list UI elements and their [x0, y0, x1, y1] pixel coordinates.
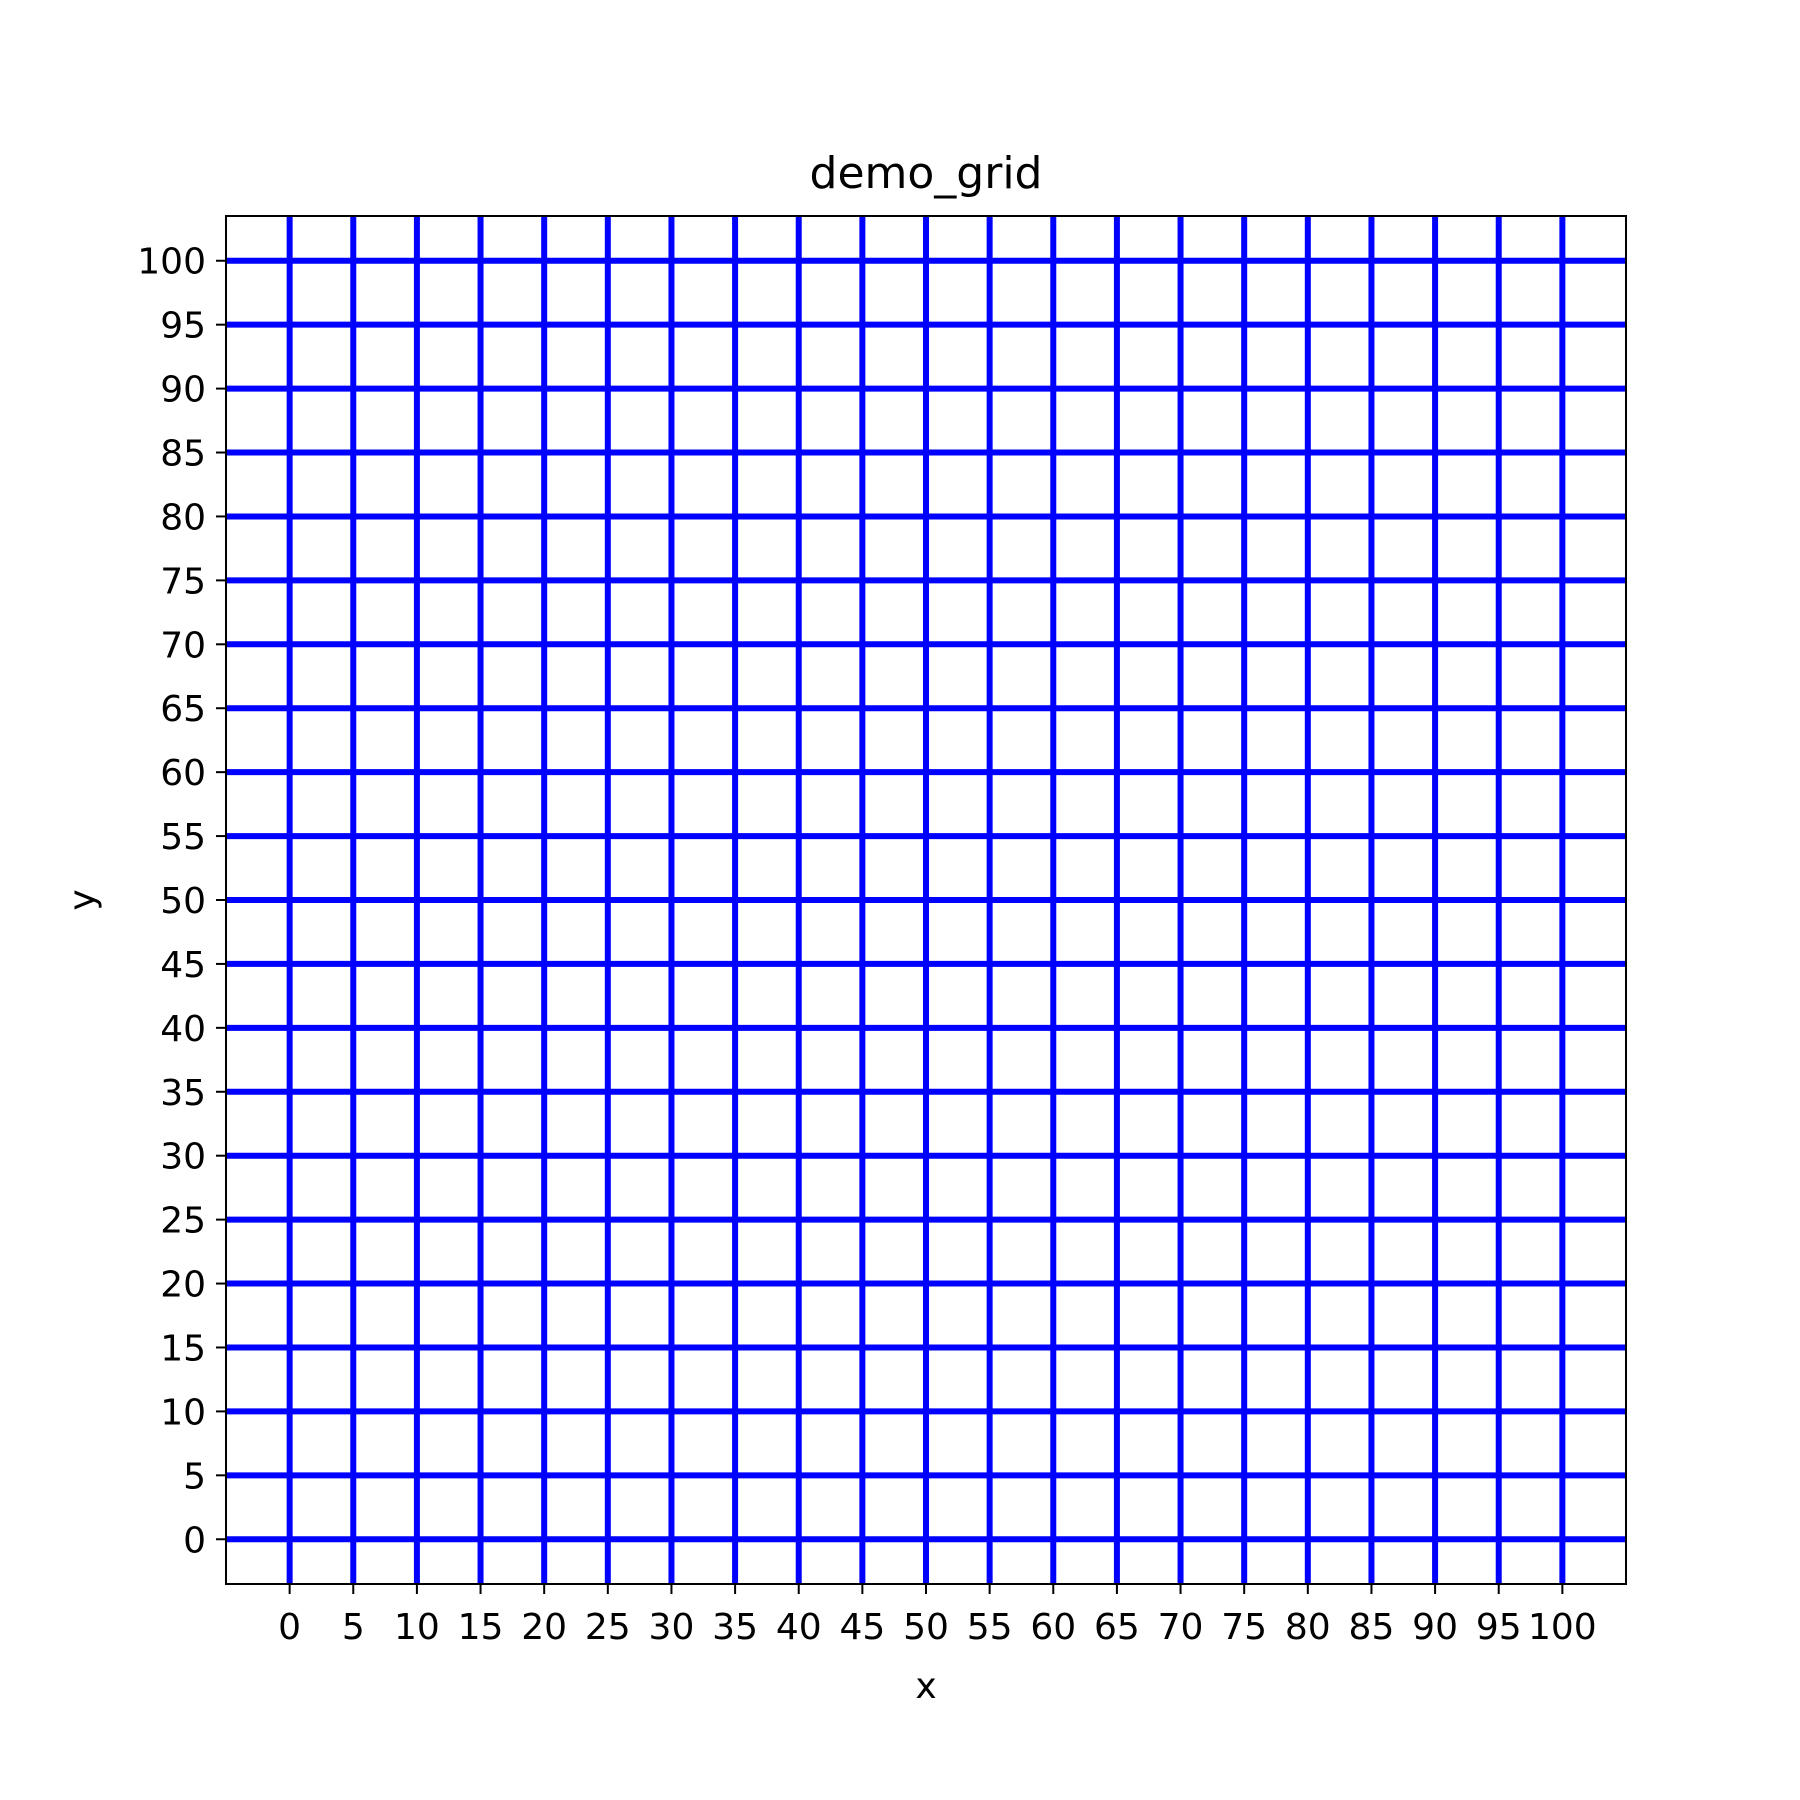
y-tick-label: 35 — [160, 1073, 206, 1114]
x-tick-label: 45 — [839, 1607, 885, 1648]
y-tick-label: 80 — [160, 497, 206, 538]
y-tick-label: 45 — [160, 945, 206, 986]
x-tick-label: 30 — [649, 1607, 695, 1648]
x-tick-label: 85 — [1349, 1607, 1395, 1648]
x-tick-label: 50 — [903, 1607, 949, 1648]
y-axis: 0 5 10 15 20 25 30 35 40 45 50 55 60 65 70 75 80 85 90 95 10… — [137, 242, 226, 1561]
y-tick-label: 100 — [137, 242, 206, 283]
y-tick-label: 5 — [183, 1456, 206, 1497]
x-tick-label: 80 — [1285, 1607, 1331, 1648]
y-tick-label: 75 — [160, 561, 206, 602]
y-tick-label: 20 — [160, 1265, 206, 1306]
y-tick-label: 0 — [183, 1520, 206, 1561]
y-tick-label: 15 — [160, 1328, 206, 1369]
x-tick-label: 25 — [585, 1607, 631, 1648]
x-tick-label: 10 — [394, 1607, 440, 1648]
x-tick-label: 60 — [1030, 1607, 1076, 1648]
x-tick-label: 35 — [712, 1607, 758, 1648]
y-tick-label: 40 — [160, 1009, 206, 1050]
x-tick-label: 5 — [342, 1607, 365, 1648]
y-tick-label: 95 — [160, 306, 206, 347]
x-axis-label: x — [915, 1666, 936, 1707]
x-tick-label: 70 — [1158, 1607, 1204, 1648]
grid-lines — [226, 216, 1626, 1584]
x-tick-label: 95 — [1476, 1607, 1522, 1648]
y-tick-label: 70 — [160, 625, 206, 666]
y-tick-label: 30 — [160, 1137, 206, 1178]
y-tick-label: 60 — [160, 753, 206, 794]
x-tick-label: 65 — [1094, 1607, 1140, 1648]
y-tick-label: 85 — [160, 434, 206, 475]
y-tick-label: 90 — [160, 370, 206, 411]
y-tick-label: 10 — [160, 1392, 206, 1433]
plot-area — [225, 215, 1627, 1585]
y-tick-label: 50 — [160, 881, 206, 922]
x-tick-label: 55 — [967, 1607, 1013, 1648]
chart-title: demo_grid — [810, 148, 1043, 199]
x-tick-label: 75 — [1221, 1607, 1267, 1648]
x-tick-label: 0 — [278, 1607, 301, 1648]
x-tick-label: 90 — [1412, 1607, 1458, 1648]
x-tick-label: 15 — [458, 1607, 504, 1648]
y-tick-label: 25 — [160, 1201, 206, 1242]
x-tick-label: 20 — [521, 1607, 567, 1648]
x-axis: 0 5 10 15 20 25 30 35 40 45 50 55 60 65 70 75 80 85 90 95 10… — [278, 1584, 1597, 1648]
x-tick-label: 40 — [776, 1607, 822, 1648]
y-tick-label: 55 — [160, 817, 206, 858]
x-tick-label: 100 — [1528, 1607, 1597, 1648]
y-tick-label: 65 — [160, 689, 206, 730]
y-axis-label: y — [62, 889, 103, 910]
